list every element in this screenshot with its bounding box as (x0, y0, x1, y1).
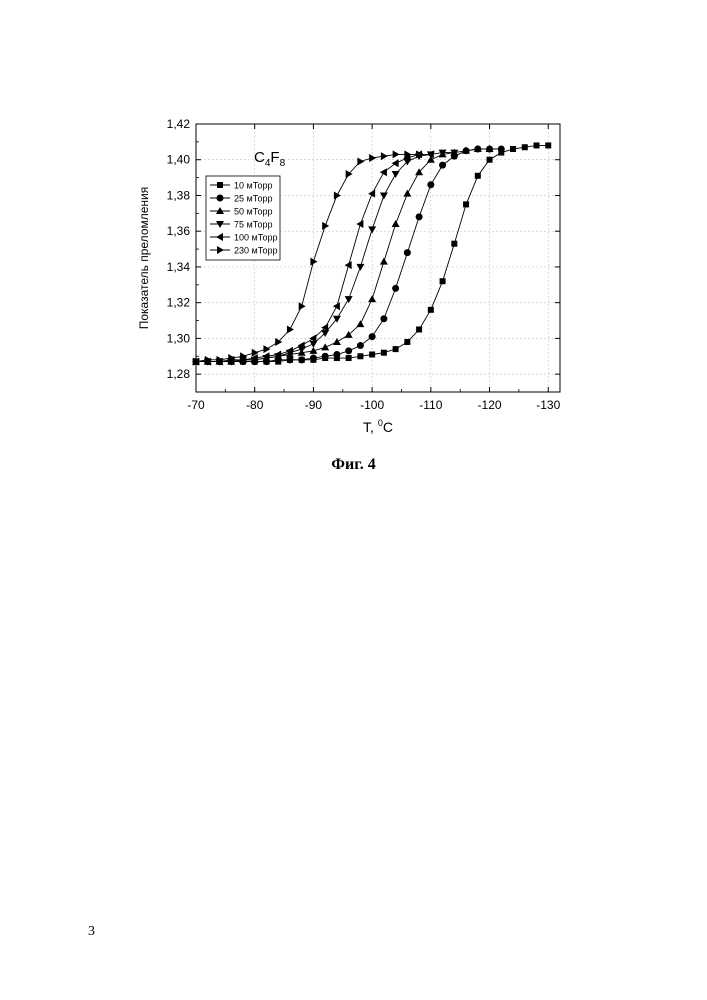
legend: 10 мТорр 25 мТорр 50 мТорр 75 мТорр 100 мТор… (206, 176, 280, 260)
data-point (368, 295, 376, 302)
data-point (381, 152, 388, 160)
y-tick-label: 1,34 (167, 260, 191, 274)
y-tick-label: 1,32 (167, 296, 191, 310)
legend-label: 75 мТорр (234, 220, 273, 230)
y-tick-label: 1,36 (167, 224, 191, 238)
data-point (427, 181, 434, 188)
data-point (322, 222, 329, 230)
data-point (392, 220, 400, 227)
data-point (368, 190, 375, 198)
data-point (439, 162, 446, 169)
x-tick-label: -90 (305, 398, 323, 412)
data-point (334, 191, 341, 199)
legend-label: 100 мТорр (234, 233, 278, 243)
data-point (428, 307, 434, 313)
legend-label: 25 мТорр (234, 194, 273, 204)
data-point (345, 347, 352, 354)
y-tick-label: 1,40 (167, 153, 191, 167)
data-point (346, 355, 352, 361)
data-point (380, 168, 387, 176)
data-point (357, 158, 364, 166)
data-point (263, 345, 270, 353)
data-point (380, 192, 388, 199)
data-point (475, 173, 481, 179)
data-point (404, 339, 410, 345)
data-point (393, 346, 399, 352)
legend-label: 10 мТорр (234, 181, 273, 191)
data-point (498, 146, 505, 153)
y-tick-label: 1,30 (167, 331, 191, 345)
data-point (403, 190, 411, 197)
data-point (392, 285, 399, 292)
x-tick-label: -80 (246, 398, 264, 412)
data-point (356, 264, 364, 271)
data-point (357, 353, 363, 359)
page-number: 3 (88, 924, 95, 940)
data-point (534, 142, 540, 148)
data-point (345, 296, 353, 303)
y-tick-label: 1,28 (167, 367, 191, 381)
data-point (369, 333, 376, 340)
data-point (381, 350, 387, 356)
data-point (416, 213, 423, 220)
data-point (356, 320, 364, 327)
data-point (393, 150, 400, 158)
data-point (440, 278, 446, 284)
data-point (392, 171, 400, 178)
x-tick-label: -120 (478, 398, 502, 412)
x-tick-label: -110 (419, 398, 442, 412)
data-point (392, 159, 399, 167)
data-point (487, 157, 493, 163)
data-point (451, 241, 457, 247)
data-point (368, 226, 376, 233)
x-tick-label: -70 (187, 398, 205, 412)
data-point (404, 249, 411, 256)
data-point (369, 351, 375, 357)
data-point (333, 351, 340, 358)
figure-caption: Фиг. 4 (0, 456, 707, 474)
legend-label: 50 мТорр (234, 207, 273, 217)
y-axis-title: Показатель преломления (137, 187, 151, 330)
data-point (463, 201, 469, 207)
chart-figure: 1,28 1,30 1,32 1,34 1,36 1,38 1,40 1,42 -70 -80 -9… (130, 110, 570, 450)
legend-marker (217, 182, 223, 188)
x-tick-label: -130 (536, 398, 560, 412)
data-point (333, 338, 341, 345)
data-point (545, 142, 551, 148)
data-point (333, 302, 340, 310)
data-point (522, 144, 528, 150)
x-axis-title: T, 0C (363, 418, 393, 435)
data-point (380, 258, 388, 265)
y-tick-label: 1,42 (167, 117, 191, 131)
data-point (357, 342, 364, 349)
y-tick-label: 1,38 (167, 188, 191, 202)
data-point (287, 325, 294, 333)
data-point (380, 315, 387, 322)
data-point (321, 343, 329, 350)
data-point (416, 326, 422, 332)
legend-label: 230 мТорр (234, 246, 278, 256)
x-tick-label: -100 (360, 398, 384, 412)
data-point (298, 356, 305, 363)
chart-annotation: C4F8 (254, 149, 286, 169)
data-point (322, 353, 329, 360)
data-point (310, 355, 317, 362)
data-point (369, 154, 376, 162)
legend-marker (217, 195, 224, 202)
data-point (510, 146, 516, 152)
chart-svg: 1,28 1,30 1,32 1,34 1,36 1,38 1,40 1,42 -70 -80 -9… (130, 110, 570, 450)
